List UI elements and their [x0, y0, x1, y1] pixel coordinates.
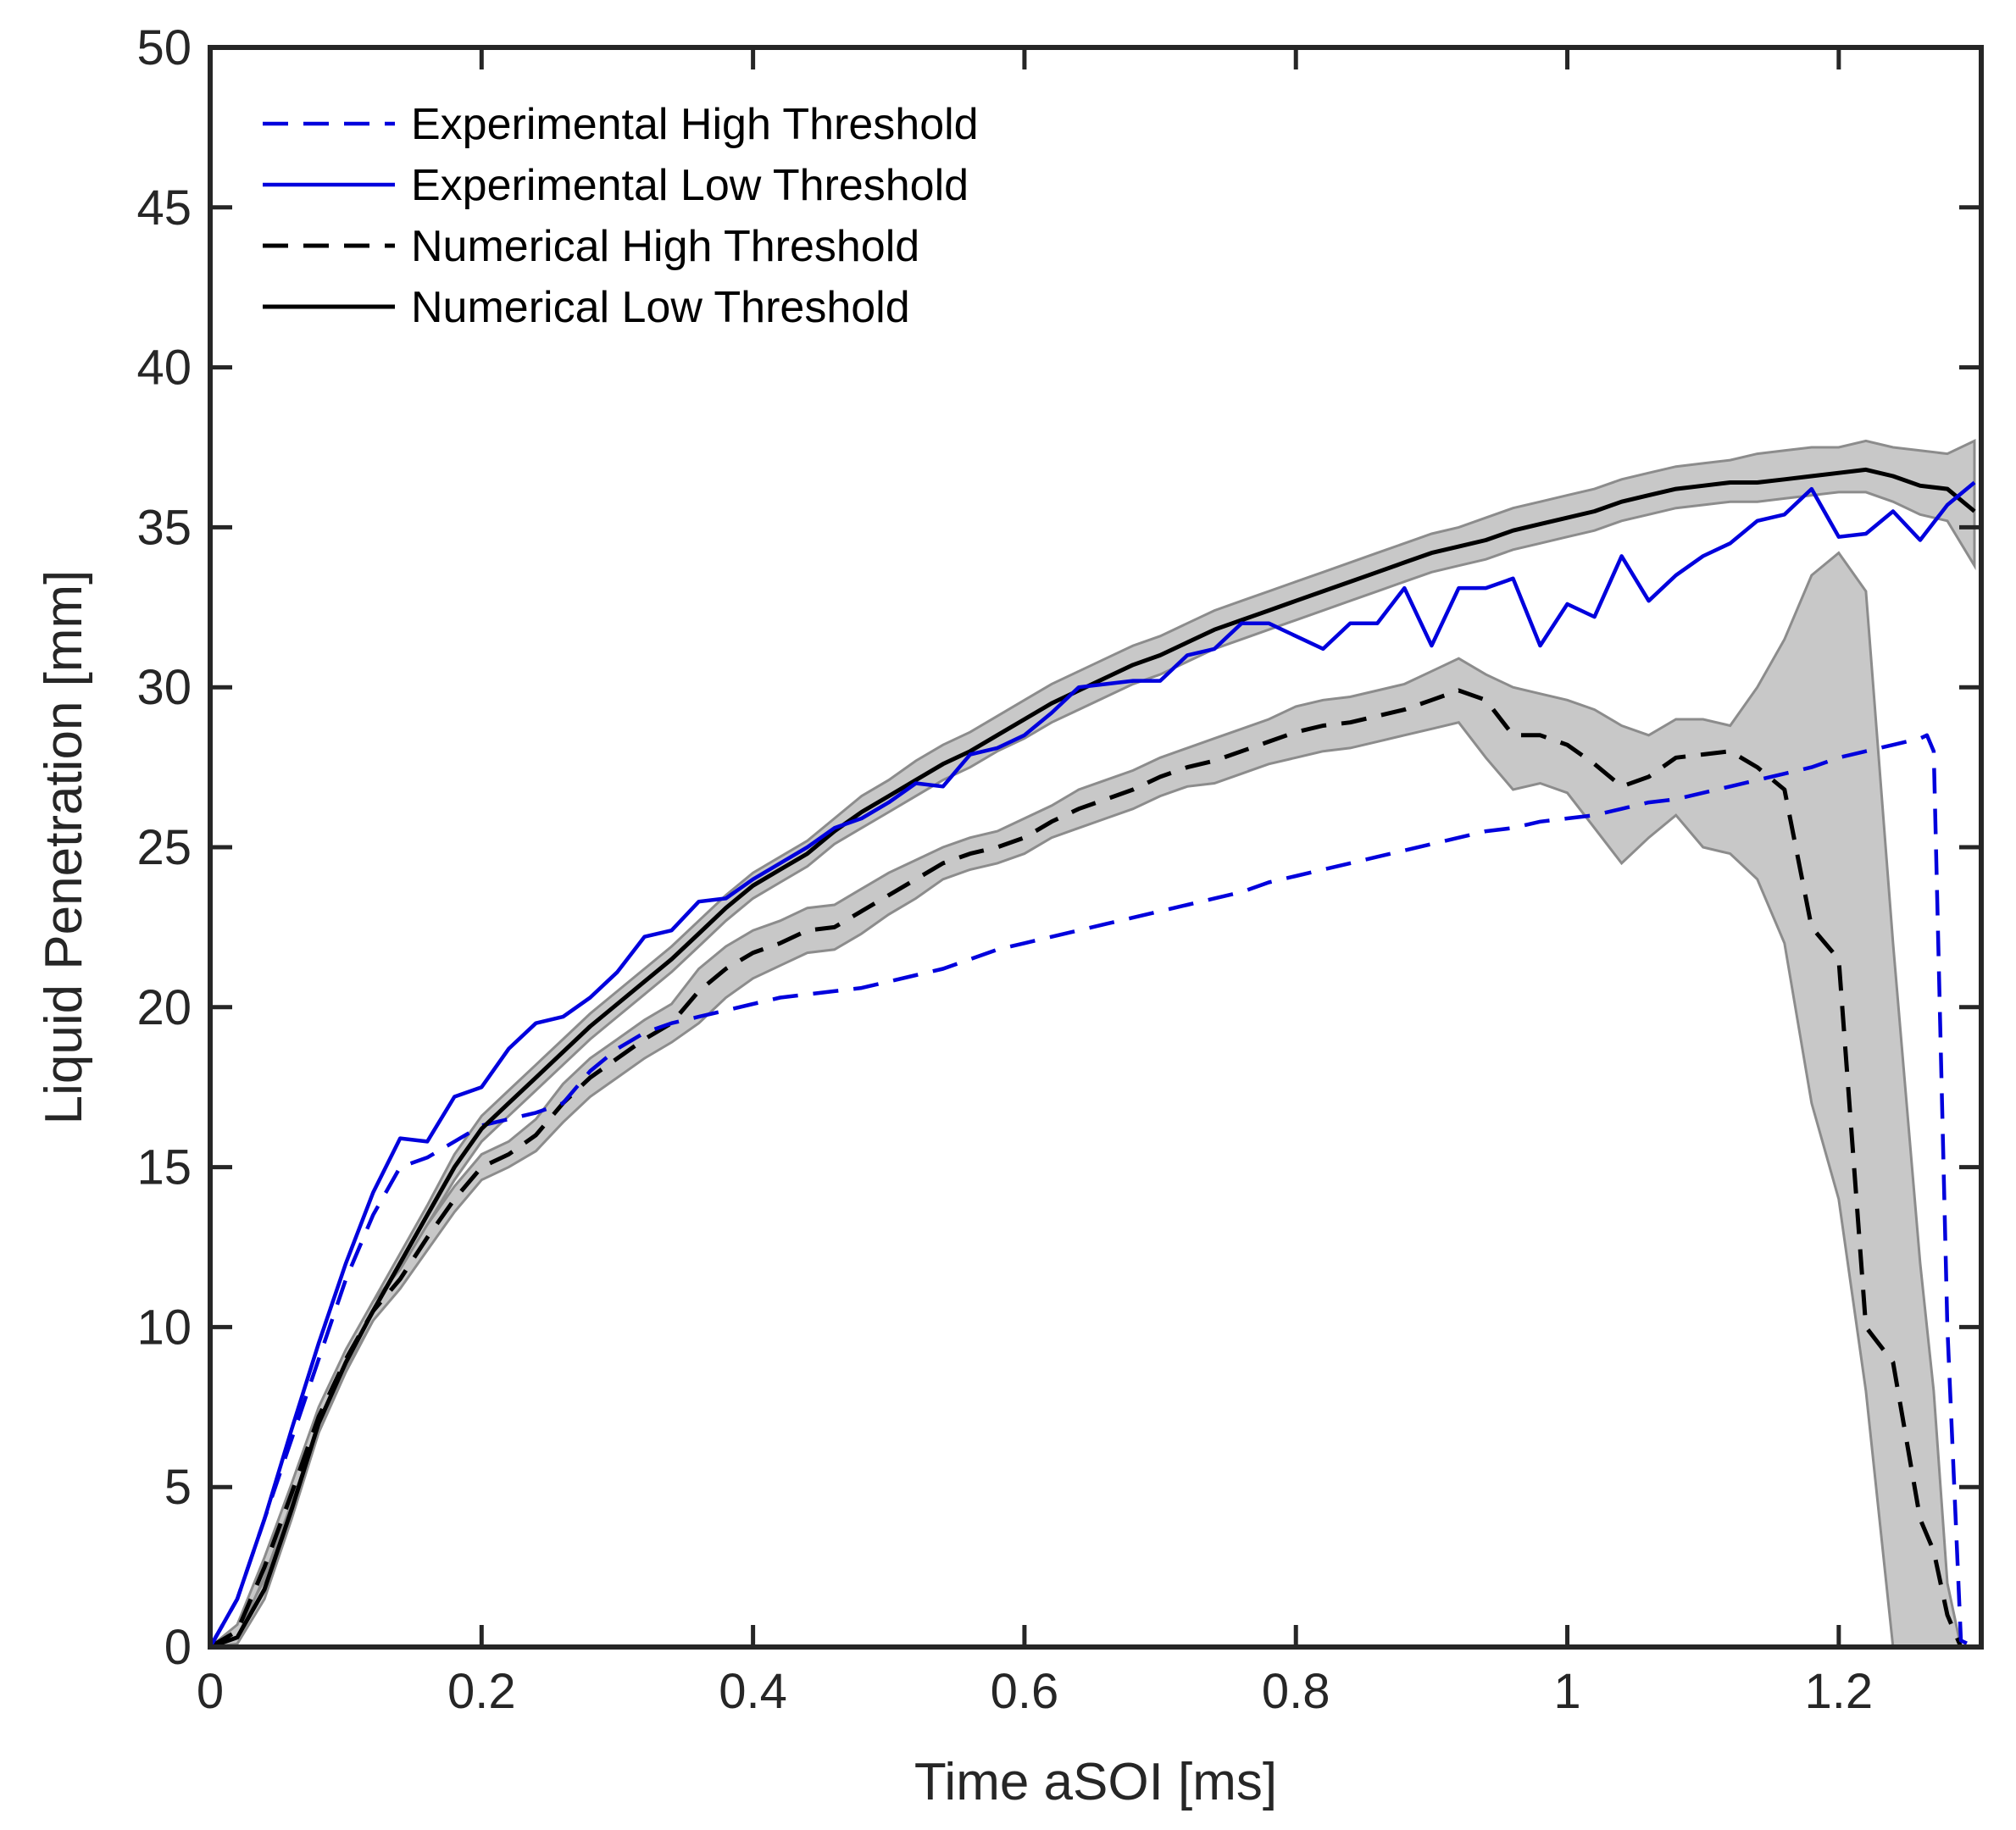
x-tick-label: 0.6: [991, 1664, 1059, 1719]
y-axis-title: Liquid Penetration [mm]: [35, 570, 93, 1125]
legend-label-exp-low: Experimental Low Threshold: [411, 161, 969, 210]
y-tick-label: 5: [164, 1460, 192, 1515]
y-tick-label: 0: [164, 1620, 192, 1675]
band-numerical-high: [210, 551, 1963, 1647]
plot-frame: [208, 45, 1984, 1650]
y-tick-label: 25: [136, 820, 192, 875]
legend-label-num-high: Numerical High Threshold: [411, 222, 919, 271]
y-tick-label: 30: [136, 660, 192, 715]
legend-label-exp-high: Experimental High Threshold: [411, 100, 979, 149]
y-tick-label: 10: [136, 1300, 192, 1355]
x-tick-label: 0.8: [1262, 1664, 1330, 1719]
y-tick-label: 15: [136, 1140, 192, 1195]
axis-ticks: [208, 45, 1981, 1650]
y-tick-label: 45: [136, 180, 192, 236]
series-numerical-high: [210, 688, 1963, 1647]
series-experimental-high: [210, 733, 1975, 1647]
y-tick-label: 40: [136, 341, 192, 396]
x-tick-label: 1: [1553, 1664, 1580, 1719]
legend: Experimental High Threshold Experimental…: [263, 100, 979, 332]
y-tick-label: 35: [136, 500, 192, 555]
x-tick-label: 0.4: [719, 1664, 787, 1719]
x-tick-label: 1.2: [1805, 1664, 1874, 1719]
x-axis-title: Time aSOI [ms]: [914, 1753, 1277, 1811]
legend-label-num-low: Numerical Low Threshold: [411, 283, 910, 332]
series-experimental-low: [210, 480, 1976, 1647]
y-tick-label: 20: [136, 980, 192, 1035]
x-tick-label: 0: [197, 1664, 224, 1719]
data-series: [210, 467, 1976, 1647]
x-tick-label: 0.2: [447, 1664, 516, 1719]
y-tick-label: 50: [136, 20, 192, 75]
tick-labels: 0 0.2 0.4 0.6 0.8 1 1.2 0 5 10 15 20 25 30 35 40 45 50: [136, 20, 1873, 1719]
